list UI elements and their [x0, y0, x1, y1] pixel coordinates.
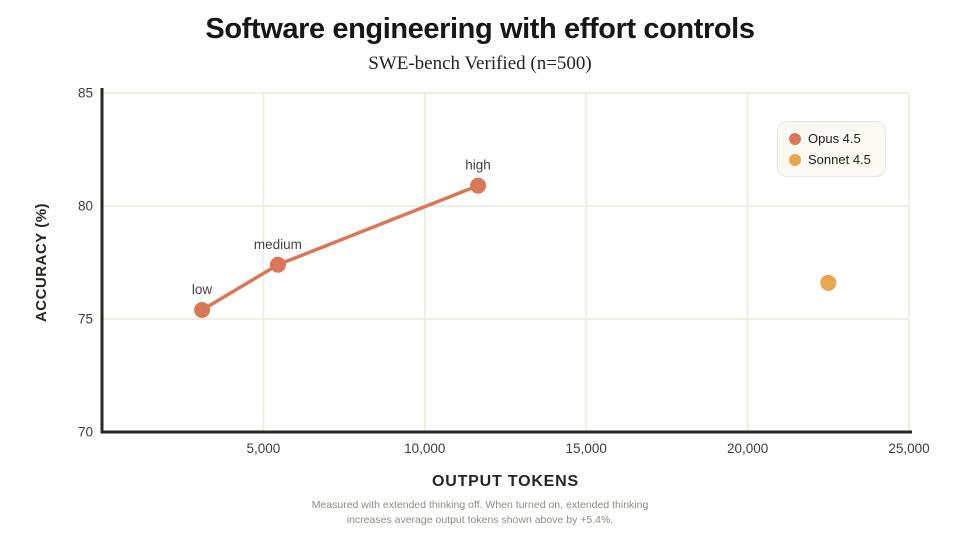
legend: Opus 4.5 Sonnet 4.5: [777, 121, 886, 177]
point-label-medium: medium: [254, 237, 302, 252]
legend-label-sonnet: Sonnet 4.5: [808, 152, 871, 167]
data-point-opus-high: [470, 177, 487, 194]
data-point-opus-low: [194, 301, 211, 318]
footnote-line-2: increases average output tokens shown ab…: [346, 514, 614, 526]
y-axis-title: ACCURACY (%): [33, 203, 50, 322]
sonnet-series-dot-icon: [789, 153, 801, 166]
y-tick-label: 75: [78, 312, 93, 327]
y-tick-label: 80: [78, 199, 93, 214]
point-label-high: high: [465, 158, 491, 173]
y-tick-label: 70: [78, 425, 93, 440]
x-tick-label: 10,000: [404, 441, 445, 456]
footnote-line-1: Measured with extended thinking off. Whe…: [311, 499, 649, 511]
x-tick-label: 5,000: [247, 441, 281, 456]
data-point-sonnet: [820, 274, 837, 291]
point-label-low: low: [192, 282, 213, 297]
chart-subtitle: SWE-bench Verified (n=500): [368, 53, 592, 74]
x-tick-label: 25,000: [888, 441, 929, 456]
x-tick-label: 20,000: [727, 441, 768, 456]
x-axis-title: OUTPUT TOKENS: [432, 473, 579, 490]
opus-series-dot-icon: [789, 132, 801, 145]
legend-item-sonnet: Sonnet 4.5: [789, 152, 871, 167]
x-tick-label: 15,000: [566, 441, 607, 456]
legend-item-opus: Opus 4.5: [789, 131, 871, 146]
data-point-opus-medium: [269, 256, 286, 273]
footnote: Measured with extended thinking off. Whe…: [0, 498, 960, 528]
y-tick-label: 85: [78, 86, 93, 101]
legend-label-opus: Opus 4.5: [808, 131, 861, 146]
series-line-opus: [200, 183, 480, 312]
chart-title: Software engineering with effort control…: [205, 13, 755, 45]
